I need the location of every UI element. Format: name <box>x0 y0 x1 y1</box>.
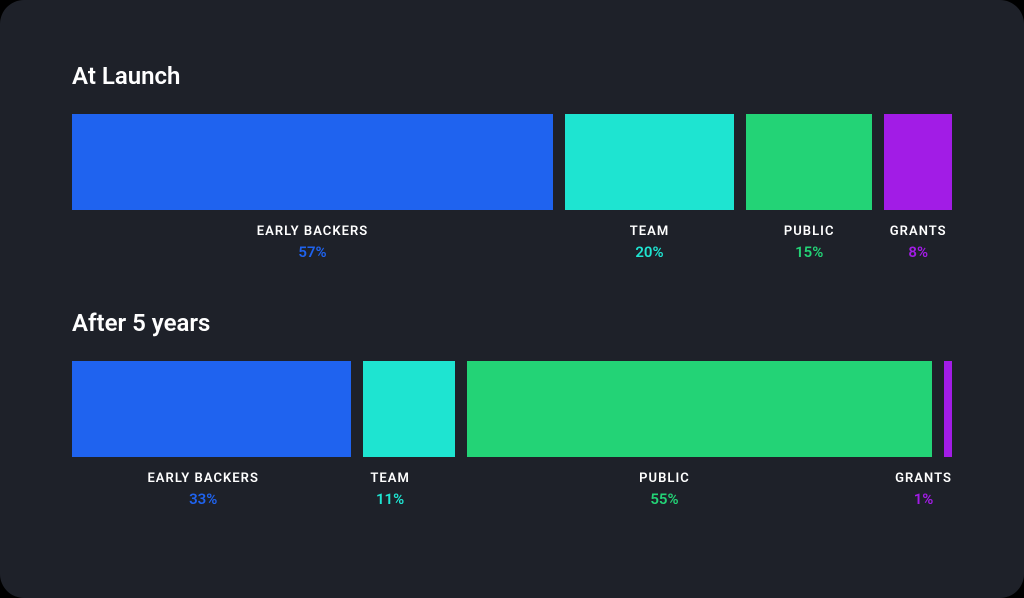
segment-label: GRANTS 8% <box>884 224 952 261</box>
label-row: EARLY BACKERS 33% TEAM 11% PUBLIC 55% GR… <box>72 471 952 508</box>
section-at-launch: At Launch EARLY BACKERS 57% TEAM 20% PUB… <box>72 62 952 261</box>
segment-label: PUBLIC 55% <box>446 471 883 508</box>
segment-label: TEAM 20% <box>565 224 734 261</box>
segment-label: EARLY BACKERS 33% <box>72 471 334 508</box>
segment-label: PUBLIC 15% <box>746 224 873 261</box>
segment-label: GRANTS 1% <box>895 471 952 508</box>
bar-row <box>72 361 952 457</box>
bar-row <box>72 114 952 210</box>
label-row: EARLY BACKERS 57% TEAM 20% PUBLIC 15% GR… <box>72 224 952 261</box>
segment-percent: 57% <box>298 243 326 261</box>
section-title: After 5 years <box>72 309 952 337</box>
segment-percent: 8% <box>908 243 928 261</box>
segment-grants <box>884 114 952 210</box>
segment-percent: 1% <box>914 490 934 508</box>
segment-percent: 33% <box>189 490 217 508</box>
segment-team <box>565 114 734 210</box>
segment-name: TEAM <box>630 224 670 239</box>
segment-percent: 55% <box>650 490 678 508</box>
segment-percent: 15% <box>795 243 823 261</box>
segment-public <box>467 361 931 457</box>
segment-name: EARLY BACKERS <box>257 224 368 239</box>
segment-label: EARLY BACKERS 57% <box>72 224 553 261</box>
section-after-5-years: After 5 years EARLY BACKERS 33% TEAM 11%… <box>72 309 952 508</box>
segment-team <box>363 361 456 457</box>
segment-name: GRANTS <box>895 471 952 486</box>
segment-name: PUBLIC <box>784 224 835 239</box>
segment-name: PUBLIC <box>639 471 690 486</box>
segment-public <box>746 114 873 210</box>
section-title: At Launch <box>72 62 952 90</box>
allocation-chart-card: At Launch EARLY BACKERS 57% TEAM 20% PUB… <box>0 0 1024 598</box>
segment-name: EARLY BACKERS <box>147 471 258 486</box>
segment-name: GRANTS <box>890 224 947 239</box>
segment-percent: 11% <box>376 490 404 508</box>
segment-early-backers <box>72 114 553 210</box>
segment-early-backers <box>72 361 351 457</box>
segment-name: TEAM <box>370 471 410 486</box>
segment-percent: 20% <box>635 243 663 261</box>
segment-grants <box>944 361 952 457</box>
segment-label: TEAM 11% <box>346 471 433 508</box>
